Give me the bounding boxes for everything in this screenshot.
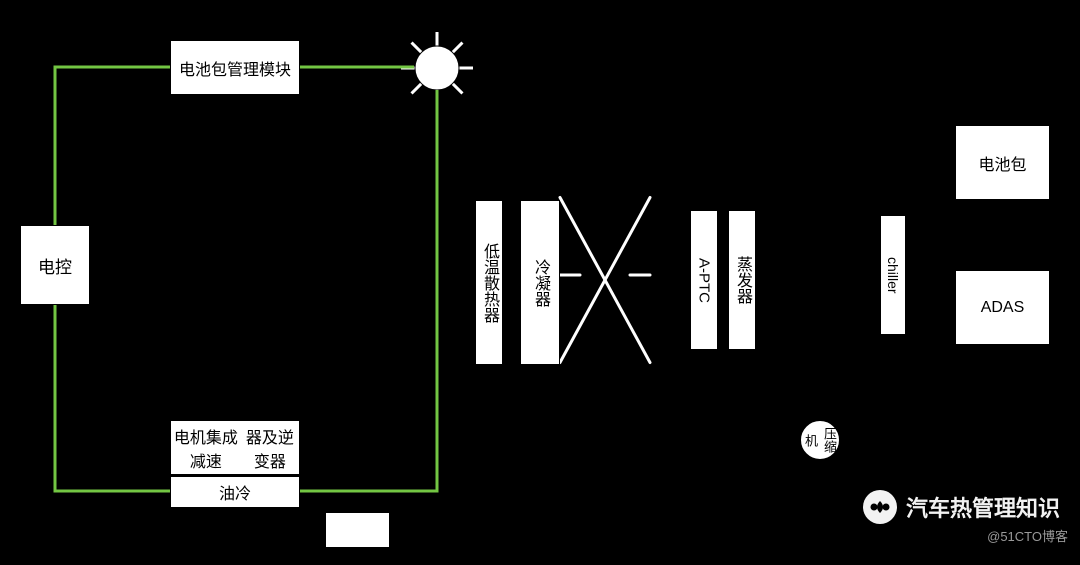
node-smallBelow — [325, 512, 390, 548]
node-bms: 电池包管理模块 — [170, 40, 300, 95]
node-lowTempRad: 低温散热器 — [475, 200, 503, 365]
coolant-line — [55, 305, 170, 491]
fan-icon — [560, 198, 650, 363]
node-evaporator: 蒸发器 — [728, 210, 756, 350]
node-condenser: 冷凝器 — [520, 200, 560, 365]
node-adas: ADAS — [955, 270, 1050, 345]
diagram-stage: { "canvas": { "w": 1080, "h": 565, "bg":… — [0, 0, 1080, 565]
watermark-text: 汽车热管理知识 — [906, 491, 1060, 523]
node-battery: 电池包 — [955, 125, 1050, 200]
node-motorInverter: 电机集成减速器及逆变器 — [170, 420, 300, 475]
node-compressor: 压缩机 — [800, 420, 840, 460]
credit-text: @51CTO博客 — [987, 526, 1068, 545]
node-oilCool: 油冷 — [170, 476, 300, 508]
node-ecu: 电控 — [20, 225, 90, 305]
pump-icon — [415, 46, 459, 90]
node-chiller: chiller — [880, 215, 906, 335]
node-aptc: A-PTC — [690, 210, 718, 350]
watermark: 汽车热管理知识 — [862, 489, 1060, 525]
coolant-line — [300, 90, 437, 491]
coolant-line — [55, 67, 170, 225]
